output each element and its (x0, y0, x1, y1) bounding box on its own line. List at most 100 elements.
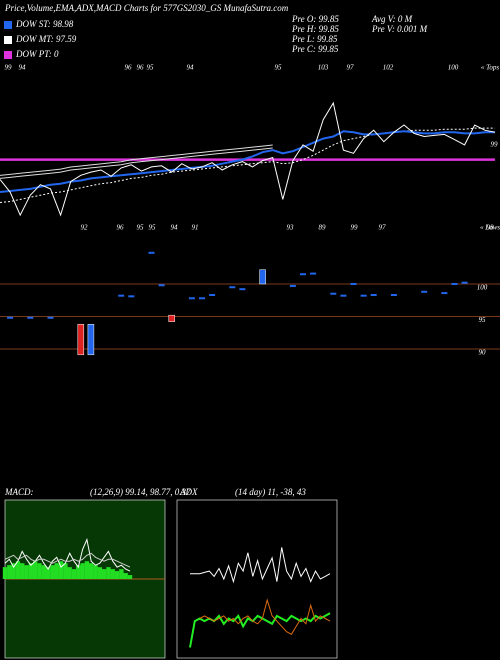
point (421, 290, 428, 293)
histogram-bar (67, 567, 72, 579)
point (229, 286, 236, 289)
histogram-bar (54, 563, 59, 579)
point (330, 292, 337, 295)
point (340, 294, 347, 297)
histogram-bar (41, 565, 46, 579)
series-line (199, 598, 331, 635)
top-label: 102 (383, 64, 394, 72)
stat: Pre O: 99.85 (291, 14, 339, 24)
bottom-label: 95 (149, 224, 157, 232)
histogram-bar (114, 571, 120, 579)
bottom-label: 99 (351, 224, 359, 232)
top-label: 103 (318, 64, 329, 72)
point (188, 297, 195, 300)
legend-label: DOW MT: 97.59 (15, 34, 77, 44)
point (128, 295, 135, 298)
histogram-bar (15, 561, 21, 579)
top-label: 94 (187, 64, 195, 72)
point (199, 297, 205, 300)
panel-params: (12,26,9) 99.14, 98.77, 0.37 (90, 487, 191, 497)
histogram-bar (93, 565, 98, 579)
legend-label: DOW PT: 0 (15, 49, 59, 59)
bottom-label: 92 (81, 224, 89, 232)
point (441, 292, 448, 295)
y-tick-label: 100 (477, 284, 488, 292)
bottom-label: 91 (192, 224, 199, 232)
point (370, 294, 377, 297)
histogram-bar (32, 561, 38, 579)
top-label: 96 (137, 64, 145, 72)
histogram-bar (106, 567, 111, 579)
series-line (190, 547, 331, 584)
histogram-bar (127, 575, 133, 579)
bottom-label: 98 (487, 224, 495, 232)
histogram-bar (71, 569, 77, 579)
point (461, 281, 468, 284)
top-label: 99 (5, 64, 13, 72)
histogram-bar (89, 563, 94, 579)
top-label: 94 (19, 64, 27, 72)
histogram-bar (110, 569, 115, 579)
series-line (4, 552, 131, 568)
top-label: 95 (275, 64, 283, 72)
point (310, 272, 317, 275)
y-tick-label: 99 (491, 140, 499, 148)
histogram-bar (80, 563, 85, 579)
point (7, 316, 14, 319)
series-line (0, 130, 495, 193)
y-tick-label: 90 (479, 349, 487, 357)
point (27, 316, 34, 319)
histogram-bar (119, 569, 124, 579)
point (239, 288, 246, 291)
legend-swatch (4, 51, 12, 59)
point (289, 284, 296, 287)
bar (87, 324, 95, 356)
stat: Pre C: 99.85 (291, 44, 339, 54)
top-label: 95 (147, 64, 155, 72)
bottom-label: 95 (137, 224, 145, 232)
series-line (4, 537, 131, 572)
point (451, 282, 458, 285)
histogram-bar (7, 565, 12, 579)
histogram-bar (97, 567, 103, 579)
histogram-bar (45, 567, 51, 579)
bottom-label: 93 (287, 224, 295, 232)
bar (77, 324, 85, 356)
panel-params: (14 day) 11, -38, 43 (235, 487, 306, 497)
panel (176, 499, 338, 659)
point (118, 294, 125, 297)
point (390, 294, 397, 297)
panel-label: MACD: (4, 487, 34, 497)
top-label: « Tops (481, 64, 500, 72)
series-line (0, 127, 495, 203)
histogram-bar (101, 569, 107, 579)
series-line (0, 101, 496, 217)
point (47, 316, 54, 319)
histogram-bar (2, 567, 8, 579)
point (158, 284, 165, 287)
legend-swatch (4, 21, 12, 29)
point (350, 282, 357, 285)
series-line (0, 144, 273, 176)
point (209, 294, 216, 297)
histogram-bar (58, 561, 64, 579)
histogram-bar (123, 573, 128, 579)
histogram-bar (84, 561, 90, 579)
histogram-bar (50, 565, 55, 579)
histogram-bar (28, 563, 34, 579)
histogram-bar (20, 563, 25, 579)
legend-swatch (4, 36, 12, 44)
legend-label: DOW ST: 98.98 (15, 19, 74, 29)
bar (168, 314, 175, 322)
series-line (0, 147, 273, 179)
top-label: 100 (448, 64, 459, 72)
bottom-label: 97 (379, 224, 387, 232)
chart-title: Price,Volume,EMA,ADX,MACD Charts for 577… (4, 3, 289, 13)
stat: Pre V: 0.001 M (371, 24, 428, 34)
point (360, 294, 367, 297)
point (148, 251, 155, 254)
histogram-bar (63, 563, 68, 579)
histogram-bar (24, 565, 29, 579)
